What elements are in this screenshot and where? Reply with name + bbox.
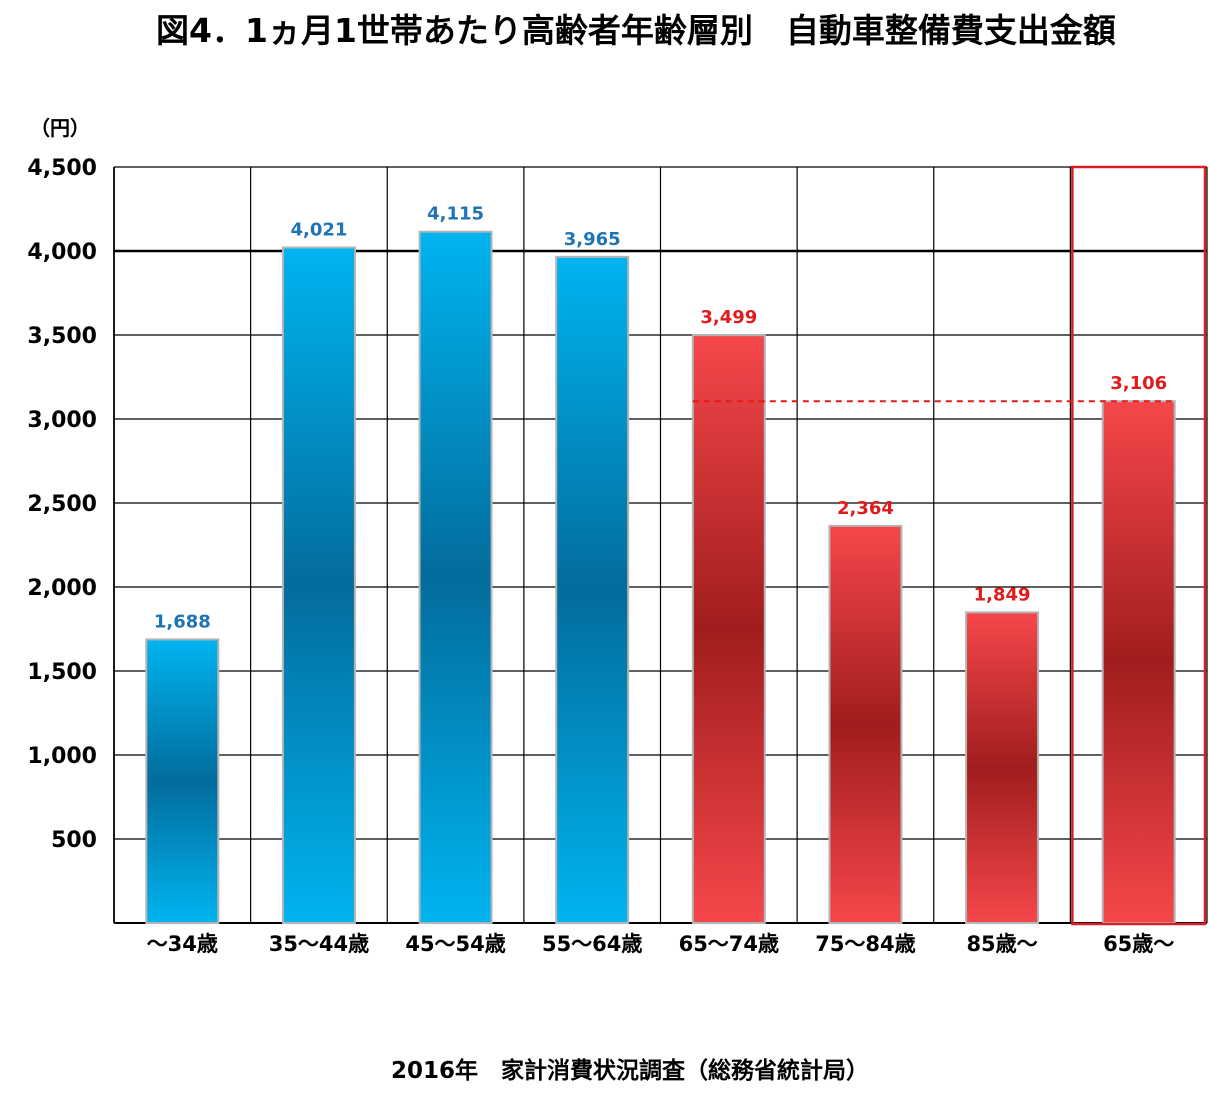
x-tick-label: 65歳～ xyxy=(1103,932,1174,956)
bar xyxy=(828,524,903,925)
bar xyxy=(555,255,630,924)
y-tick-label: 500 xyxy=(51,828,97,853)
y-tick-label: 3,500 xyxy=(27,324,97,349)
x-tick-label: 55～64歳 xyxy=(542,932,642,956)
y-tick-label: 4,000 xyxy=(27,240,97,265)
y-tick-label: 2,500 xyxy=(27,492,97,517)
bar xyxy=(281,246,356,925)
highlight-box-group xyxy=(1071,165,1207,926)
grid-lines xyxy=(113,166,1208,924)
data-label: 3,965 xyxy=(564,229,621,250)
y-tick-label: 3,000 xyxy=(27,408,97,433)
data-label: 4,115 xyxy=(427,204,484,225)
data-labels: 1,688 4,021 4,115 3,965 3,499 2,364 1,849 3,106 xyxy=(154,204,1167,633)
y-tick-label: 4,500 xyxy=(27,156,97,181)
x-tick-label: 85歳～ xyxy=(966,932,1037,956)
x-tick-label: ～34歳 xyxy=(147,932,218,956)
x-tick-label: 75～84歳 xyxy=(815,932,915,956)
x-tick-label: 45～54歳 xyxy=(405,932,505,956)
y-tick-label: 2,000 xyxy=(27,576,97,601)
x-axis-ticks: ～34歳 35～44歳 45～54歳 55～64歳 65～74歳 75～84歳 85歳～ 65… xyxy=(147,932,1175,956)
data-label: 1,849 xyxy=(974,584,1031,605)
data-label: 3,499 xyxy=(700,307,757,328)
highlight-box xyxy=(1071,165,1207,926)
data-label: 4,021 xyxy=(290,219,347,240)
y-tick-label: 1,000 xyxy=(27,744,97,769)
y-axis-ticks: 500 1,000 1,500 2,000 2,500 3,000 3,500 4,000 4,… xyxy=(27,156,97,853)
chart-title: 図4．1ヵ月1世帯あたり高齢者年齢層別 自動車整備費支出金額 xyxy=(156,11,1116,50)
bar xyxy=(965,611,1040,924)
bar xyxy=(691,334,766,924)
data-label: 3,106 xyxy=(1110,373,1167,394)
bar xyxy=(145,638,220,925)
data-label: 1,688 xyxy=(154,611,211,632)
x-tick-label: 65～74歳 xyxy=(679,932,779,956)
x-tick-label: 35～44歳 xyxy=(269,932,369,956)
bars xyxy=(145,230,1176,925)
bar xyxy=(1101,400,1176,924)
y-tick-label: 1,500 xyxy=(27,660,97,685)
chart-source: 2016年 家計消費状況調査（総務省統計局） xyxy=(391,1057,869,1084)
data-label: 2,364 xyxy=(837,498,894,519)
y-axis-unit-label: （円） xyxy=(30,116,90,140)
bar xyxy=(418,230,493,924)
